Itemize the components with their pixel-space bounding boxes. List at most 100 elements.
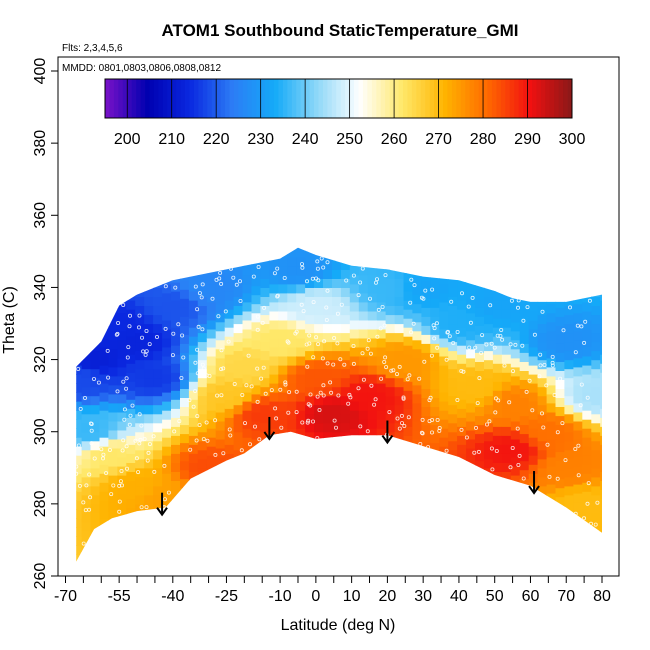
heatmap-cell <box>108 312 118 323</box>
heatmap-cell <box>555 397 565 407</box>
heatmap-cell <box>314 350 324 361</box>
sample-point <box>283 380 288 385</box>
sample-point <box>81 500 86 505</box>
heatmap-cell <box>466 321 476 332</box>
sample-point <box>137 441 142 446</box>
heatmap-cell <box>260 260 270 270</box>
heatmap-cell <box>484 278 494 288</box>
heatmap-cell <box>90 404 100 415</box>
sample-point <box>576 443 581 448</box>
heatmap-cell <box>108 393 118 404</box>
heatmap-cell <box>528 301 539 312</box>
sample-point <box>407 373 412 378</box>
colorbar-segment <box>540 79 546 118</box>
heatmap-cell <box>430 325 440 335</box>
heatmap-cell <box>573 294 583 305</box>
heatmap-cell <box>421 352 431 362</box>
sample-point <box>255 399 260 404</box>
heatmap-cell <box>171 471 181 481</box>
heatmap-cell <box>492 471 503 481</box>
heatmap-cell <box>439 365 449 375</box>
heatmap-cell <box>349 292 360 303</box>
heatmap-cell <box>162 464 172 474</box>
heatmap-cell <box>501 462 512 472</box>
heatmap-cell <box>582 365 592 375</box>
heatmap-cell <box>358 328 369 339</box>
heatmap-cell <box>188 381 199 391</box>
x-tick-label: 50 <box>486 588 504 605</box>
heatmap-cell <box>76 518 83 528</box>
sample-point <box>409 330 414 335</box>
heatmap-cell <box>287 392 297 402</box>
heatmap-cell <box>591 314 601 325</box>
sample-point <box>144 505 149 510</box>
heatmap-cell <box>349 310 360 321</box>
sample-point <box>255 366 260 371</box>
heatmap-cell <box>448 260 458 270</box>
heatmap-cell <box>296 346 306 357</box>
heatmap-cell <box>296 356 306 366</box>
heatmap-cell <box>340 251 351 261</box>
heatmap-cell <box>564 377 574 388</box>
heatmap-cell <box>448 350 458 361</box>
heatmap-cell <box>135 503 145 514</box>
sample-point <box>430 287 435 292</box>
sample-point <box>324 305 329 310</box>
colorbar-segment <box>207 79 213 118</box>
heatmap-cell <box>528 446 539 456</box>
colorbar-segment <box>331 79 337 118</box>
heatmap-cell <box>412 285 422 296</box>
heatmap-cell <box>188 417 199 427</box>
heatmap-cell <box>117 457 127 467</box>
heatmap-cell <box>162 328 172 339</box>
heatmap-cell <box>573 447 583 458</box>
heatmap-cell <box>358 337 369 348</box>
heatmap-cell <box>188 372 199 382</box>
heatmap-cell <box>591 494 601 505</box>
heatmap-cell <box>546 429 557 440</box>
heatmap-cell <box>457 363 467 373</box>
sample-point <box>308 392 313 397</box>
sample-point <box>466 304 471 309</box>
heatmap-cell <box>332 386 342 397</box>
heatmap-cell <box>430 271 440 281</box>
heatmap-cell <box>162 346 172 357</box>
heatmap-cell <box>117 303 127 314</box>
sample-point <box>130 403 135 408</box>
sample-point <box>515 426 520 431</box>
colorbar-segment <box>407 79 413 118</box>
sample-point <box>332 335 337 340</box>
heatmap-cell <box>81 512 92 523</box>
heatmap-cell <box>421 325 431 335</box>
sample-point <box>89 441 94 446</box>
heatmap-cell <box>546 475 557 485</box>
heatmap-cell <box>224 309 235 319</box>
heatmap-cell <box>206 274 217 285</box>
heatmap-cell <box>510 457 521 467</box>
heatmap-cell <box>135 404 145 415</box>
sample-point <box>200 282 205 287</box>
heatmap-cell <box>224 318 235 328</box>
sample-point <box>435 345 440 350</box>
sample-point <box>259 376 264 381</box>
heatmap-cell <box>546 366 557 377</box>
colorbar-segment <box>491 79 497 118</box>
heatmap-cell <box>251 447 261 458</box>
sample-point <box>356 293 361 298</box>
heatmap-cell <box>117 384 127 395</box>
heatmap-cell <box>430 298 440 308</box>
heatmap-cell <box>394 386 405 397</box>
heatmap-cell <box>287 301 297 312</box>
heatmap-cell <box>197 260 208 270</box>
sample-point <box>585 395 590 400</box>
sample-point <box>325 361 330 366</box>
heatmap-cell <box>180 370 190 380</box>
heatmap-cell <box>564 296 574 306</box>
heatmap-cell <box>582 455 592 465</box>
sample-point <box>306 402 311 407</box>
heatmap-cell <box>117 285 127 296</box>
heatmap-cell <box>108 493 118 503</box>
sample-point <box>411 321 416 326</box>
heatmap-cell <box>510 420 521 431</box>
heatmap-cell <box>332 305 342 316</box>
